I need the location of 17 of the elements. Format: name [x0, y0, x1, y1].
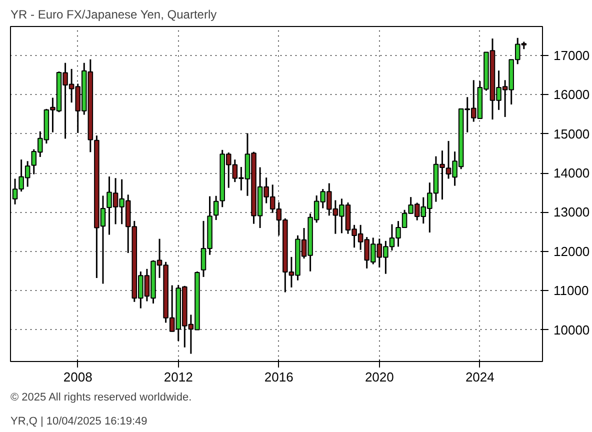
- y-tick-label: 14000: [554, 166, 590, 181]
- x-tick-label: 2012: [164, 370, 193, 384]
- y-tick-label: 11000: [554, 283, 589, 298]
- x-tick-label: 2024: [465, 370, 494, 384]
- text: © 2025 All rights reserved worldwide.: [10, 392, 192, 404]
- x-tick-label: 2016: [264, 370, 294, 384]
- chart-title: YR - Euro FX/Japanese Yen, Quarterly: [10, 8, 217, 22]
- y-tick-label: 17000: [554, 48, 590, 63]
- candlestick: [213, 195, 219, 221]
- text: YR,Q | 10/04/2025 16:19:49: [10, 416, 148, 428]
- y-tick-label: 16000: [554, 87, 590, 102]
- y-tick-label: 12000: [554, 244, 590, 259]
- y-tick-label: 13000: [554, 204, 590, 220]
- x-tick-label: 2020: [364, 370, 394, 384]
- y-tick-label: 10000: [554, 322, 590, 338]
- x-tick-label: 2008: [63, 370, 92, 384]
- y-tick-label: 15000: [554, 126, 590, 142]
